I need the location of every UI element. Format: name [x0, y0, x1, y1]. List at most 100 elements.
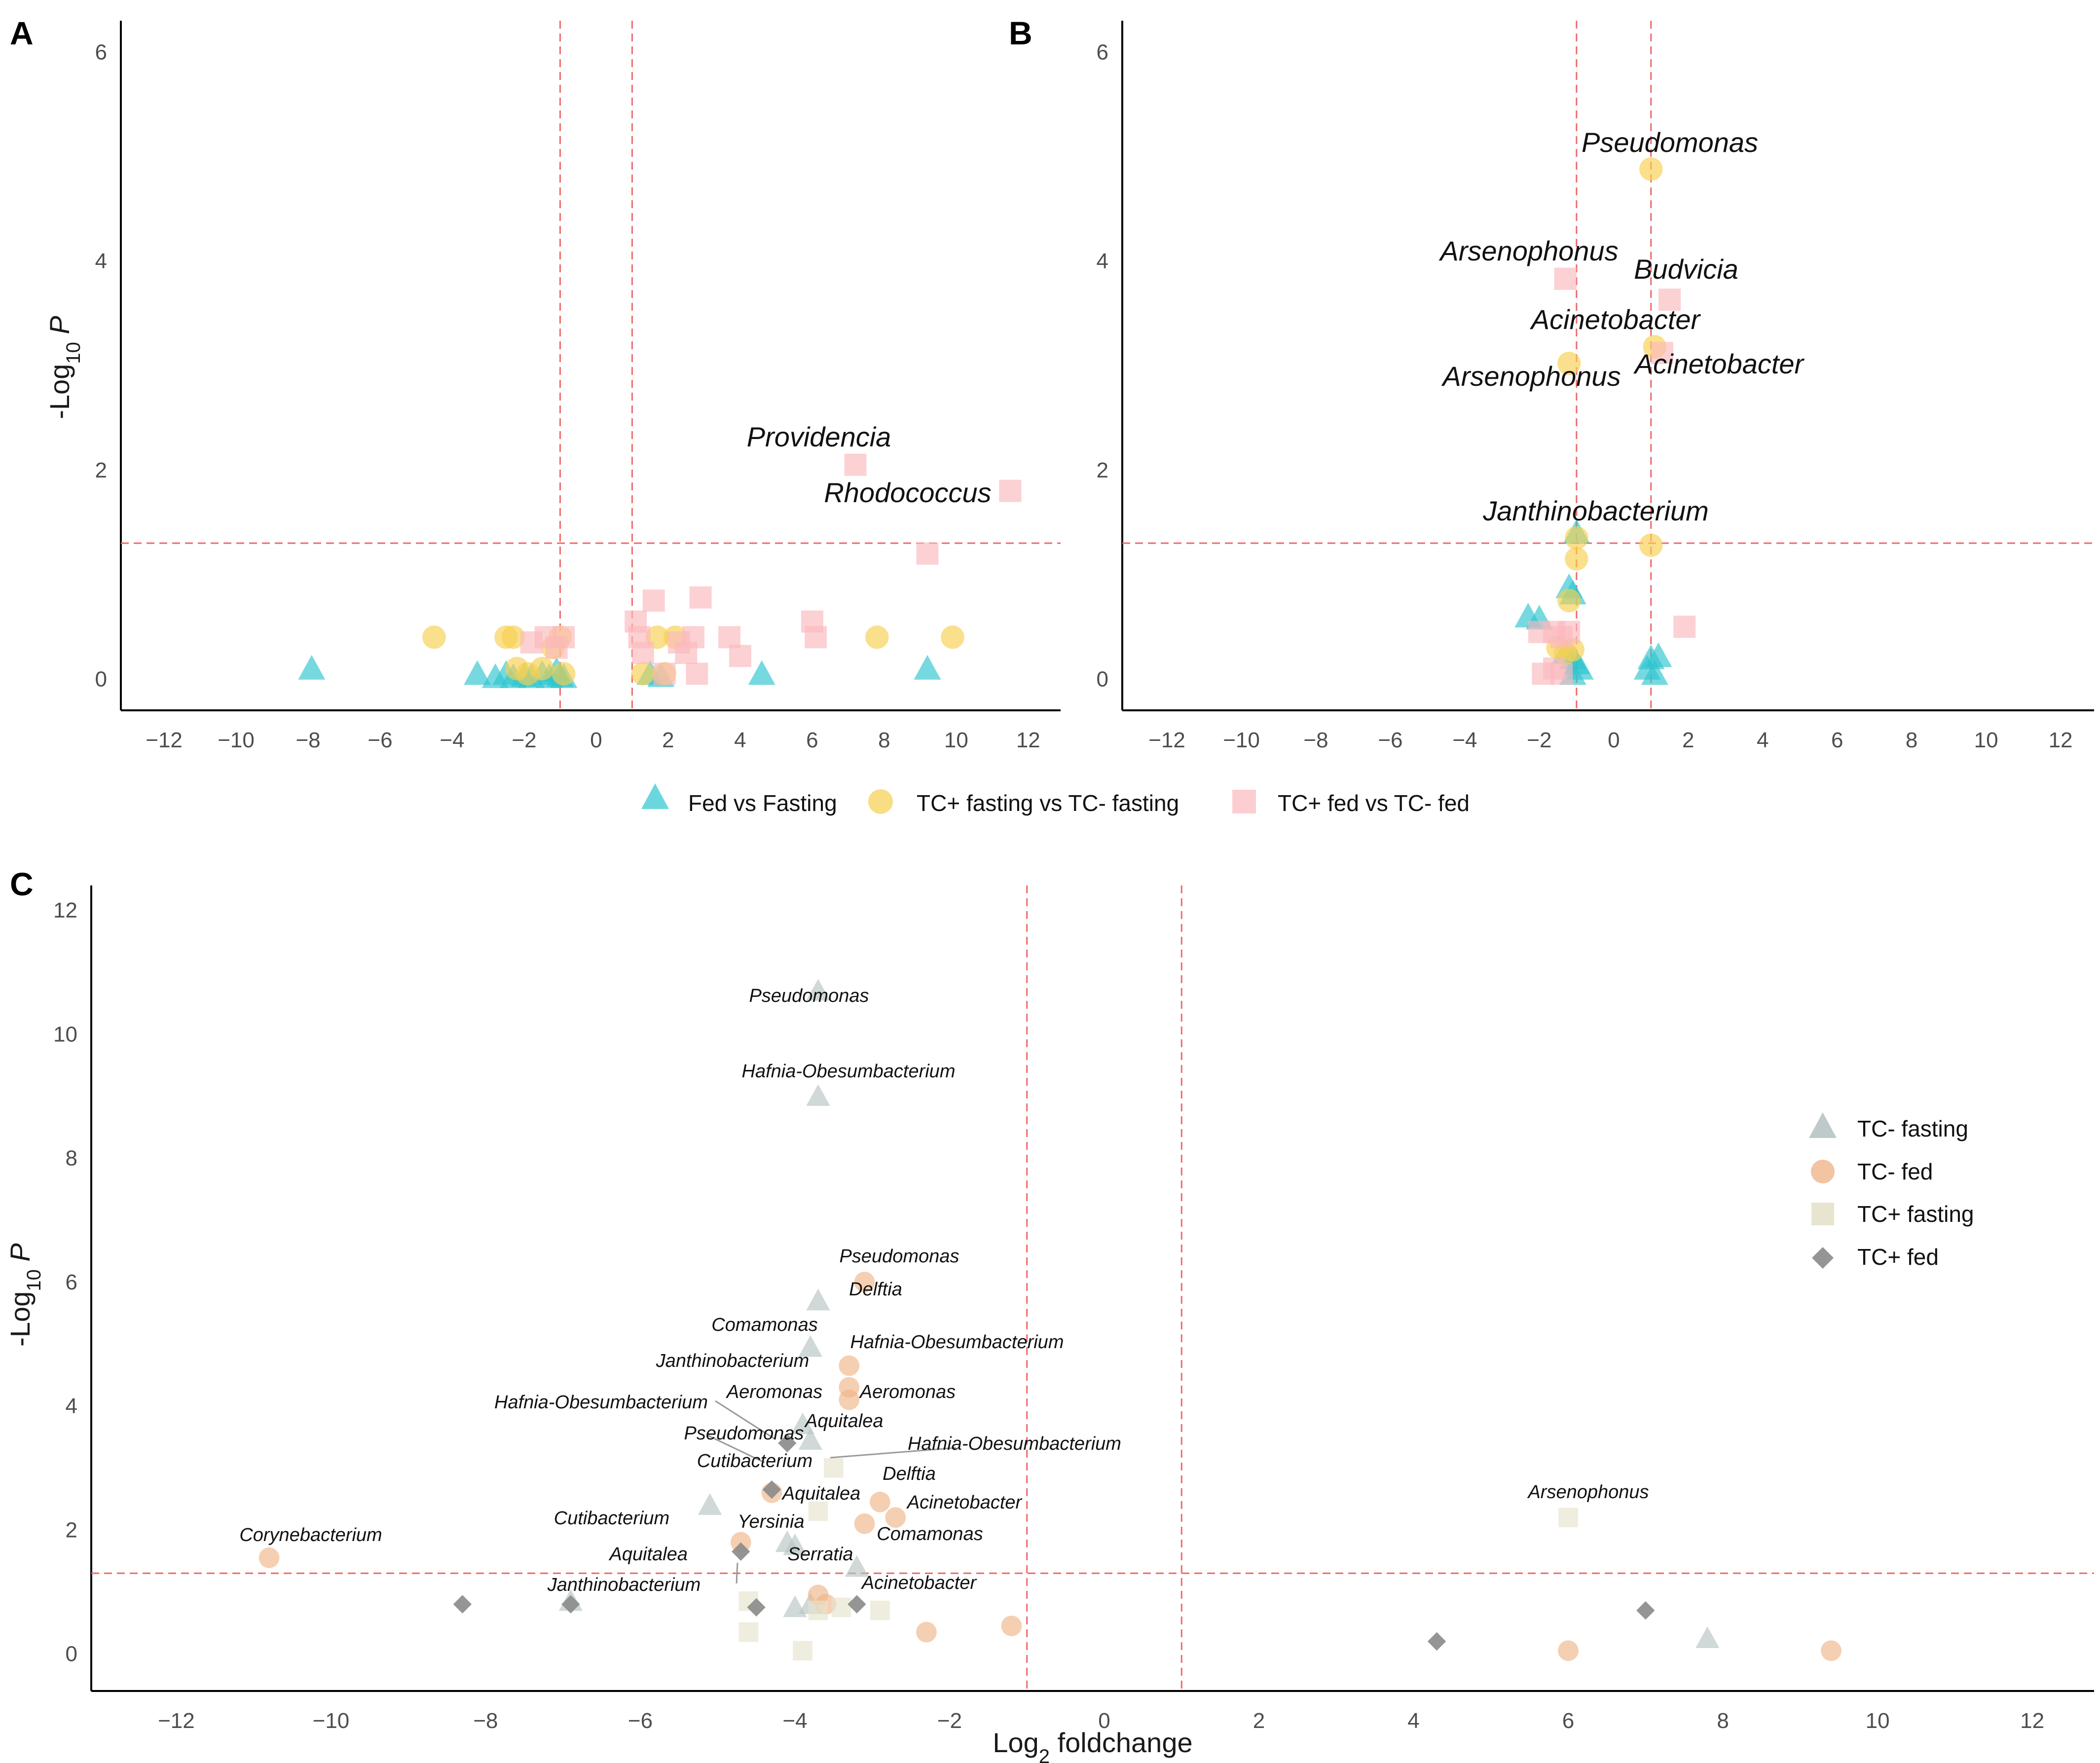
panel-b-genus-label: Budvicia	[1634, 254, 1738, 285]
panel-c-point-square	[808, 1501, 828, 1521]
panel-c-x-tick-label: 6	[1562, 1709, 1574, 1733]
panel-c-point-triangle	[1695, 1626, 1720, 1649]
panel-c-point-diamond	[747, 1598, 766, 1617]
panel-a-point-square	[729, 645, 751, 667]
panel-b-point-circle	[1565, 547, 1588, 571]
panel-a-x-tick-label: 12	[1016, 728, 1040, 752]
panel-c-x-tick-label: 4	[1407, 1709, 1419, 1733]
panel-c-y-tick-label: 10	[53, 1022, 77, 1046]
panel-b-point-circle	[1639, 533, 1663, 557]
panel-c-point-triangle	[806, 1288, 830, 1311]
panel-b-x-tick-label: 10	[1974, 728, 1998, 752]
panel-a-point-circle	[865, 625, 889, 649]
panel-c-genus-label: Comamonas	[711, 1315, 817, 1335]
legend-c-label-tc-minus-fasting: TC- fasting	[1857, 1116, 1968, 1141]
panel-c-x-tick-label: 10	[1866, 1709, 1890, 1733]
panel-c-point-square	[1558, 1507, 1578, 1528]
panel-a-point-triangle	[464, 660, 491, 685]
panel-c-point-square	[793, 1641, 812, 1661]
panel-a-y-axis-title: -Log10 P	[44, 316, 84, 419]
legend-top-label-tc-fasting: TC+ fasting vs TC- fasting	[917, 790, 1179, 816]
panel-b-genus-label: Pseudomonas	[1582, 127, 1758, 158]
panel-a-x-tick-label: 2	[662, 728, 674, 752]
panel-c-label-leader-line	[830, 1447, 957, 1459]
panel-c-genus-label: Comamonas	[877, 1524, 983, 1544]
legend-c-circle-icon	[1811, 1160, 1835, 1183]
panel-a: A -Log10 P −12 −10 −8 −6 −4 −2 0 2 4 6 8 10 12 0 2 4 6 Pr…	[10, 15, 1061, 752]
panel-c-genus-label: Yersinia	[737, 1511, 804, 1532]
panel-c-point-square	[808, 1600, 828, 1620]
panel-b-x-tick-label: −4	[1452, 728, 1477, 752]
panel-c-genus-label: Serratia	[787, 1544, 853, 1565]
panel-a-x-tick-label: −6	[368, 728, 392, 752]
panel-c-x-tick-label: −10	[313, 1709, 350, 1733]
panel-a-x-tick-label: −10	[218, 728, 255, 752]
panel-b-x-tick-label: −12	[1148, 728, 1185, 752]
panel-c-point-square	[738, 1622, 759, 1642]
panel-b-y-tick-label: 2	[1097, 458, 1108, 482]
legend-top: Fed vs Fasting TC+ fasting vs TC- fastin…	[641, 783, 1470, 816]
panel-c-point-diamond	[561, 1595, 580, 1614]
panel-c-point-triangle	[790, 1412, 815, 1434]
panel-c-point-square	[831, 1597, 851, 1617]
panel-b-point-triangle	[1641, 660, 1668, 685]
panel-a-point-circle	[422, 625, 446, 649]
panel-a-point-circle	[631, 662, 655, 686]
panel-b-x-tick-label: 2	[1682, 728, 1694, 752]
panel-b-x-tick-label: 4	[1757, 728, 1768, 752]
panel-c-point-circle	[854, 1513, 875, 1534]
panel-c-genus-label: Pseudomonas	[840, 1246, 959, 1267]
panel-c-point-triangle	[845, 1555, 869, 1577]
panel-b-point-square	[1658, 289, 1681, 311]
legend-top-circle-icon	[868, 789, 893, 814]
panel-c-point-triangle	[798, 1335, 823, 1357]
panel-b-point-circle	[1565, 526, 1588, 550]
panel-b-point-square	[1554, 267, 1577, 290]
panel-b-x-tick-label: 6	[1831, 728, 1843, 752]
panel-c-genus-label: Hafnia-Obesumbacterium	[494, 1392, 708, 1413]
panel-c-point-triangle	[806, 979, 830, 1001]
panel-c-genus-label: Delftia	[849, 1279, 902, 1300]
panel-b-x-tick-label: 0	[1608, 728, 1620, 752]
panel-c-y-tick-label: 4	[66, 1394, 77, 1418]
panel-c-point-triangle	[798, 1428, 823, 1450]
legend-top-square-icon	[1232, 790, 1256, 813]
panel-c-genus-label: Aquitalea	[804, 1411, 883, 1432]
panel-c-y-axis-title: -Log10 P	[4, 1243, 45, 1347]
panel-a-x-tick-label: −4	[440, 728, 464, 752]
panel-a-point-circle	[941, 625, 964, 649]
panel-c-x-tick-label: −12	[158, 1709, 195, 1733]
panel-b-x-tick-label: 8	[1906, 728, 1917, 752]
panel-a-point-square	[718, 626, 741, 649]
panel-a-point-square	[999, 479, 1022, 502]
panel-b: B −12 −10 −8 −6 −4 −2 0 2 4 6 8 10 12 0 2 4 6 Pseudomonas…	[1009, 15, 2094, 752]
panel-c-genus-label: Corynebacterium	[239, 1525, 382, 1545]
panel-a-point-square	[916, 542, 939, 565]
panel-a-point-square	[631, 642, 654, 664]
legend-top-label-tc-fed: TC+ fed vs TC- fed	[1278, 790, 1470, 816]
panel-c-y-tick-label: 2	[66, 1518, 77, 1542]
panel-b-point-square	[1673, 616, 1696, 638]
panel-c-label-leader-line	[707, 1434, 765, 1464]
panel-a-point-circle	[530, 657, 554, 681]
panel-a-genus-label: Rhodococcus	[824, 477, 991, 508]
panel-c-genus-label: Hafnia-Obesumbacterium	[850, 1332, 1064, 1353]
panel-c-point-circle	[854, 1272, 875, 1292]
panel-a-x-tick-label: 10	[944, 728, 968, 752]
panel-a-y-tick-label: 0	[95, 667, 107, 691]
panel-c-y-tick-label: 8	[66, 1146, 77, 1171]
panel-c-point-triangle	[698, 1493, 722, 1515]
panel-a-point-triangle	[298, 655, 326, 680]
panel-c-point-diamond	[778, 1433, 797, 1453]
panel-a-x-tick-label: −2	[512, 728, 536, 752]
legend-c-diamond-icon	[1812, 1247, 1834, 1269]
panel-c-x-tick-label: −8	[473, 1709, 498, 1733]
panel-b-genus-label: Arsenophonus	[1438, 235, 1618, 266]
panel-a-point-square	[686, 662, 708, 685]
panel-b-genus-label: Janthinobacterium	[1482, 495, 1709, 526]
panel-c-point-diamond	[1427, 1632, 1446, 1651]
panel-a-y-tick-label: 6	[95, 40, 107, 65]
panel-c-point-circle	[885, 1507, 906, 1528]
legend-c-label-tc-plus-fed: TC+ fed	[1857, 1244, 1939, 1270]
